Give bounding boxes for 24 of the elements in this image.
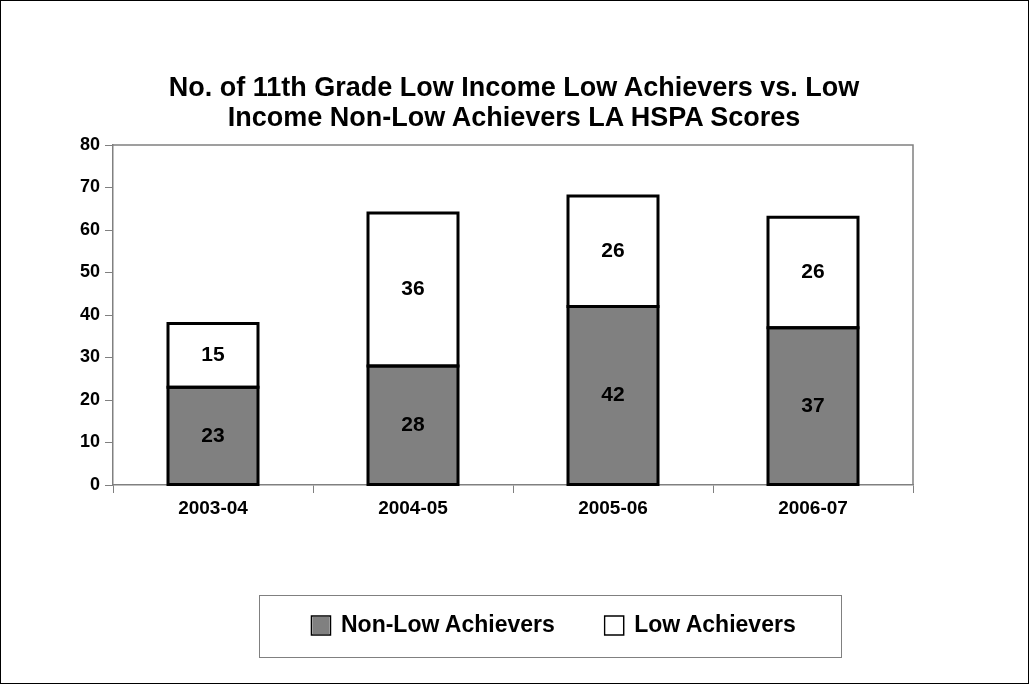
legend-label: Non-Low Achievers	[340, 610, 555, 637]
data-label: 26	[601, 238, 625, 262]
data-label: 15	[201, 342, 225, 366]
x-tick-label: 2004-05	[378, 496, 449, 518]
data-label: 37	[801, 392, 825, 416]
x-tick-label: 2003-04	[178, 496, 249, 518]
y-tick-label: 70	[79, 176, 100, 197]
data-label: 42	[601, 382, 625, 406]
data-label: 36	[401, 276, 425, 300]
x-tick-label: 2005-06	[578, 496, 648, 518]
data-label: 26	[801, 259, 825, 283]
data-label: 28	[401, 412, 425, 436]
chart-title: No. of 11th Grade Low Income Low Achievers vs. Low Income Non-Low Achievers LA HSPA Scores	[167, 72, 861, 132]
x-tick-label: 2006-07	[778, 496, 848, 518]
y-tick-label: 20	[79, 388, 100, 409]
y-tick-label: 0	[89, 473, 100, 494]
legend-label: Low Achievers	[634, 610, 796, 637]
y-tick-label: 30	[79, 346, 100, 367]
y-tick-label: 60	[79, 218, 100, 239]
y-tick-label: 40	[79, 303, 100, 324]
data-label: 23	[201, 422, 225, 446]
y-tick-label: 10	[79, 431, 100, 452]
y-tick-label: 80	[79, 133, 100, 154]
y-tick-label: 50	[79, 261, 100, 282]
